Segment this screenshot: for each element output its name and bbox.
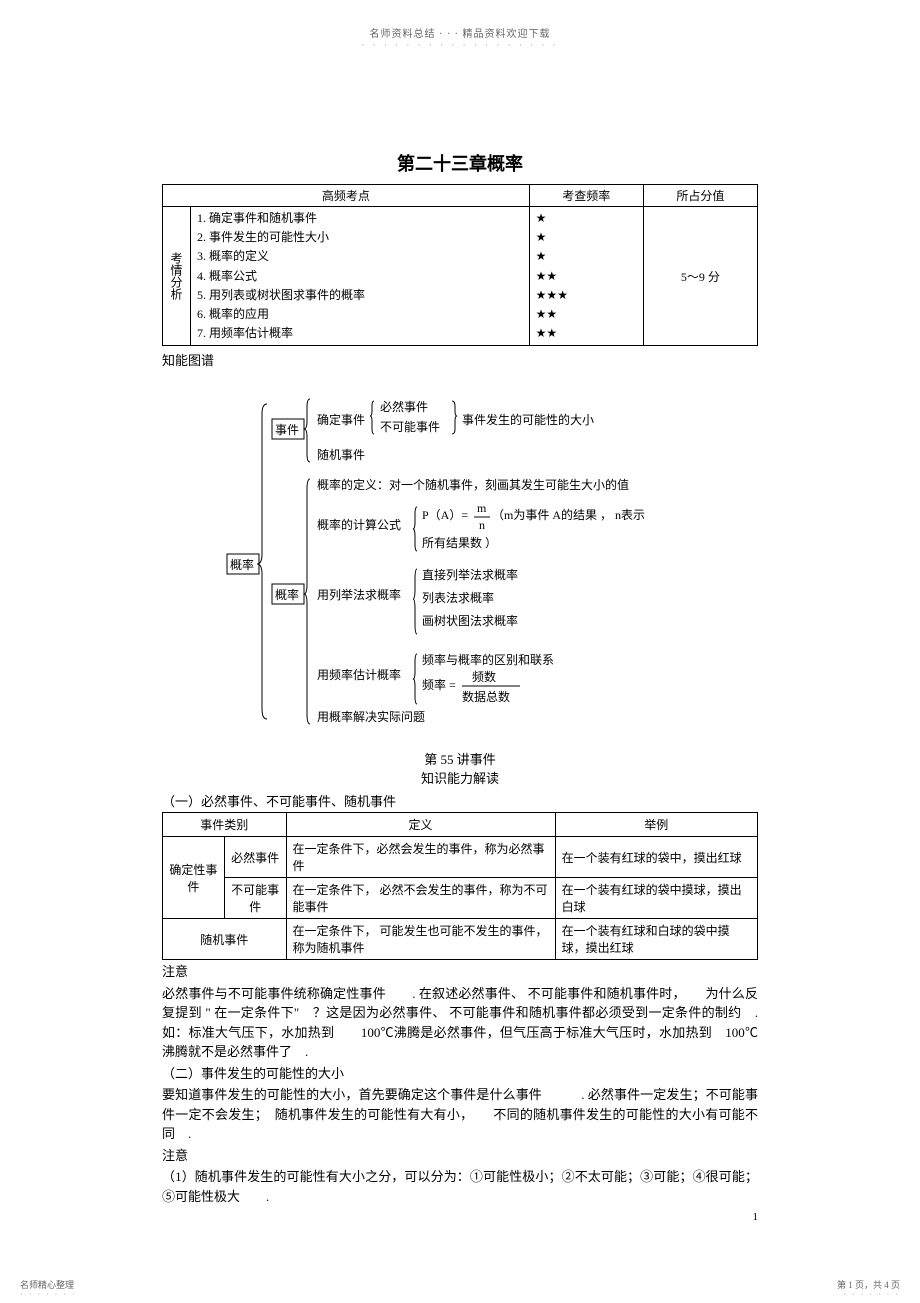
cat-main: 确定性事件: [163, 837, 225, 919]
page-number: 1: [753, 1211, 759, 1223]
exam-point: 5. 用列表或树状图求事件的概率: [197, 286, 523, 305]
ex-cell: 在一个装有红球的袋中，摸出红球: [555, 837, 757, 878]
table-row: 考情分析 1. 确定事件和随机事件 2. 事件发生的可能性大小 3. 概率的定义…: [163, 207, 758, 346]
header-text: 名师资料总结 · · · 精品资料欢迎下载: [0, 0, 920, 40]
star-rating: ★★: [536, 324, 637, 343]
exam-point: 7. 用频率估计概率: [197, 324, 523, 343]
svg-text:用概率解决实际问题: 用概率解决实际问题: [317, 709, 425, 724]
exam-point: 2. 事件发生的可能性大小: [197, 228, 523, 247]
chapter-title: 第二十三章概率: [162, 150, 758, 176]
table-row: 不可能事件 在一定条件下， 必然不会发生的事件，称为不可能事件 在一个装有红球的…: [163, 878, 758, 919]
svg-text:用列举法求概率: 用列举法求概率: [317, 587, 401, 602]
svg-text:频数: 频数: [472, 669, 496, 684]
note-paragraph: （1）随机事件发生的可能性有大小之分，可以分为：①可能性极小；②不太可能；③可能…: [162, 1167, 758, 1206]
exam-points-cell: 1. 确定事件和随机事件 2. 事件发生的可能性大小 3. 概率的定义 4. 概…: [191, 207, 530, 346]
star-rating: ★: [536, 247, 637, 266]
knowledge-ability-title: 知识能力解读: [162, 768, 758, 787]
star-rating: ★: [536, 228, 637, 247]
exam-analysis-table: 高频考点 考查频率 所占分值 考情分析 1. 确定事件和随机事件 2. 事件发生…: [162, 184, 758, 346]
svg-text:事件发生的可能性的大小: 事件发生的可能性的大小: [462, 412, 594, 427]
star-rating: ★★: [536, 305, 637, 324]
header-dots: · · · · · · · · · · · · · · · · · ·: [0, 40, 920, 50]
col-header: 高频考点: [163, 185, 530, 207]
sub-heading-1: （一）必然事件、不可能事件、随机事件: [162, 791, 758, 810]
svg-text:概率: 概率: [275, 587, 299, 602]
svg-text:P（A）=: P（A）=: [422, 508, 468, 522]
note-label: 注意: [162, 1146, 758, 1166]
svg-text:概率的计算公式: 概率的计算公式: [317, 517, 401, 532]
footer-dots: · · · · · · ·: [843, 1290, 900, 1299]
note-paragraph: 必然事件与不可能事件统称确定性事件 . 在叙述必然事件、 不可能事件和随机事件时…: [162, 984, 758, 1062]
ex-cell: 在一个装有红球的袋中摸球，摸出白球: [555, 878, 757, 919]
knowledge-diagram: 概率 事件 确定事件 必然事件 不可能事件 随机事件 事件发生的可能性的大小 概…: [162, 389, 758, 729]
svg-text:列表法求概率: 列表法求概率: [422, 590, 494, 605]
svg-text:（m为事件 A的结果 ， n表示: （m为事件 A的结果 ， n表示: [492, 507, 645, 522]
exam-point: 1. 确定事件和随机事件: [197, 209, 523, 228]
main-content: 第二十三章概率 高频考点 考查频率 所占分值 考情分析 1. 确定事件和随机事件…: [0, 50, 920, 1206]
svg-text:频率 =: 频率 =: [422, 677, 456, 692]
stars-cell: ★ ★ ★ ★★ ★★★ ★★ ★★: [529, 207, 643, 346]
table-row: 随机事件 在一定条件下， 可能发生也可能不发生的事件，称为随机事件 在一个装有红…: [163, 919, 758, 960]
svg-text:直接列举法求概率: 直接列举法求概率: [422, 567, 518, 582]
table-header-row: 高频考点 考查频率 所占分值: [163, 185, 758, 207]
svg-text:用频率估计概率: 用频率估计概率: [317, 667, 401, 682]
table-row: 事件类别 定义 举例: [163, 813, 758, 837]
svg-text:画树状图法求概率: 画树状图法求概率: [422, 613, 518, 628]
svg-text:必然事件: 必然事件: [380, 399, 428, 414]
ex-cell: 在一个装有红球和白球的袋中摸球，摸出红球: [555, 919, 757, 960]
col-header: 所占分值: [643, 185, 757, 207]
side-header: 考情分析: [163, 207, 191, 346]
svg-text:频率与概率的区别和联系: 频率与概率的区别和联系: [422, 652, 554, 667]
star-rating: ★★: [536, 267, 637, 286]
svg-text:所有结果数 ）: 所有结果数 ）: [422, 535, 497, 550]
exam-point: 6. 概率的应用: [197, 305, 523, 324]
col-header: 定义: [286, 813, 555, 837]
def-cell: 在一定条件下，必然会发生的事件，称为必然事件: [286, 837, 555, 878]
col-header: 举例: [555, 813, 757, 837]
svg-text:确定事件: 确定事件: [317, 412, 365, 427]
exam-point: 3. 概率的定义: [197, 247, 523, 266]
cat-cell: 随机事件: [163, 919, 287, 960]
col-header: 考查频率: [529, 185, 643, 207]
lecture-title: 第 55 讲事件: [162, 749, 758, 768]
svg-text:随机事件: 随机事件: [317, 447, 365, 462]
sub-heading-2: （二）事件发生的可能性的大小: [162, 1064, 758, 1084]
cat-cell: 必然事件: [224, 837, 286, 878]
svg-text:数据总数: 数据总数: [462, 689, 510, 704]
col-header: 事件类别: [163, 813, 287, 837]
svg-text:事件: 事件: [275, 423, 299, 437]
def-cell: 在一定条件下， 可能发生也可能不发生的事件，称为随机事件: [286, 919, 555, 960]
score-cell: 5～9 分: [643, 207, 757, 346]
svg-text:m: m: [477, 501, 487, 515]
svg-text:概率的定义：对一个随机事件，刻画其发生可能生大小的值: 概率的定义：对一个随机事件，刻画其发生可能生大小的值: [317, 477, 629, 492]
def-cell: 在一定条件下， 必然不会发生的事件，称为不可能事件: [286, 878, 555, 919]
svg-text:n: n: [479, 518, 485, 532]
cat-cell: 不可能事件: [224, 878, 286, 919]
exam-point: 4. 概率公式: [197, 267, 523, 286]
footer-dots: · · · · · · ·: [20, 1290, 77, 1299]
definition-table: 事件类别 定义 举例 确定性事件 必然事件 在一定条件下，必然会发生的事件，称为…: [162, 812, 758, 960]
diagram-root: 概率: [230, 557, 254, 572]
star-rating: ★: [536, 209, 637, 228]
page-header: 名师资料总结 · · · 精品资料欢迎下载 · · · · · · · · · …: [0, 0, 920, 50]
note-paragraph: 要知道事件发生的可能性的大小，首先要确定这个事件是什么事件 . 必然事件一定发生…: [162, 1085, 758, 1144]
star-rating: ★★★: [536, 286, 637, 305]
note-label: 注意: [162, 962, 758, 982]
table-row: 确定性事件 必然事件 在一定条件下，必然会发生的事件，称为必然事件 在一个装有红…: [163, 837, 758, 878]
svg-text:不可能事件: 不可能事件: [380, 420, 440, 434]
knowledge-map-label: 知能图谱: [162, 350, 758, 369]
